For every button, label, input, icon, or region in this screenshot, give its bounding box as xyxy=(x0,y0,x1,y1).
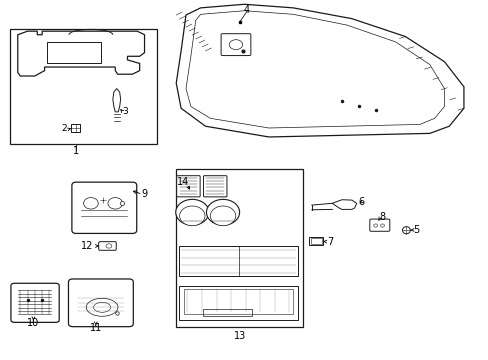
Text: 9: 9 xyxy=(141,189,147,199)
Text: 5: 5 xyxy=(412,225,418,235)
Text: 4: 4 xyxy=(244,5,249,15)
Bar xyxy=(71,125,80,132)
Text: 13: 13 xyxy=(233,331,245,341)
FancyBboxPatch shape xyxy=(11,283,59,322)
Text: 7: 7 xyxy=(326,237,332,247)
Text: 12: 12 xyxy=(81,240,94,251)
Ellipse shape xyxy=(179,206,204,226)
Text: 2: 2 xyxy=(61,124,67,133)
Text: 8: 8 xyxy=(379,212,385,221)
FancyBboxPatch shape xyxy=(68,279,133,327)
FancyBboxPatch shape xyxy=(203,176,226,197)
Bar xyxy=(309,237,323,245)
Text: 14: 14 xyxy=(177,177,189,187)
Bar xyxy=(178,246,298,276)
Ellipse shape xyxy=(83,198,98,209)
Ellipse shape xyxy=(108,198,122,209)
Ellipse shape xyxy=(229,40,242,50)
Text: 1: 1 xyxy=(73,146,79,156)
Ellipse shape xyxy=(93,302,110,312)
Bar xyxy=(176,169,303,327)
Ellipse shape xyxy=(206,199,239,225)
FancyBboxPatch shape xyxy=(99,242,116,250)
FancyBboxPatch shape xyxy=(369,219,389,231)
Text: 11: 11 xyxy=(89,323,102,333)
Ellipse shape xyxy=(106,244,112,248)
Text: 6: 6 xyxy=(358,197,364,207)
Ellipse shape xyxy=(210,206,235,226)
Bar xyxy=(178,286,298,320)
Bar xyxy=(310,238,321,244)
Ellipse shape xyxy=(380,224,384,227)
Ellipse shape xyxy=(402,226,409,234)
Ellipse shape xyxy=(86,298,118,316)
FancyBboxPatch shape xyxy=(221,34,250,55)
Bar xyxy=(10,30,157,144)
FancyBboxPatch shape xyxy=(176,176,200,197)
Ellipse shape xyxy=(175,199,208,225)
Bar xyxy=(183,289,293,314)
Ellipse shape xyxy=(373,224,377,227)
Text: 3: 3 xyxy=(122,107,128,116)
Text: 10: 10 xyxy=(27,318,40,328)
FancyBboxPatch shape xyxy=(72,182,137,233)
Bar xyxy=(203,309,251,316)
